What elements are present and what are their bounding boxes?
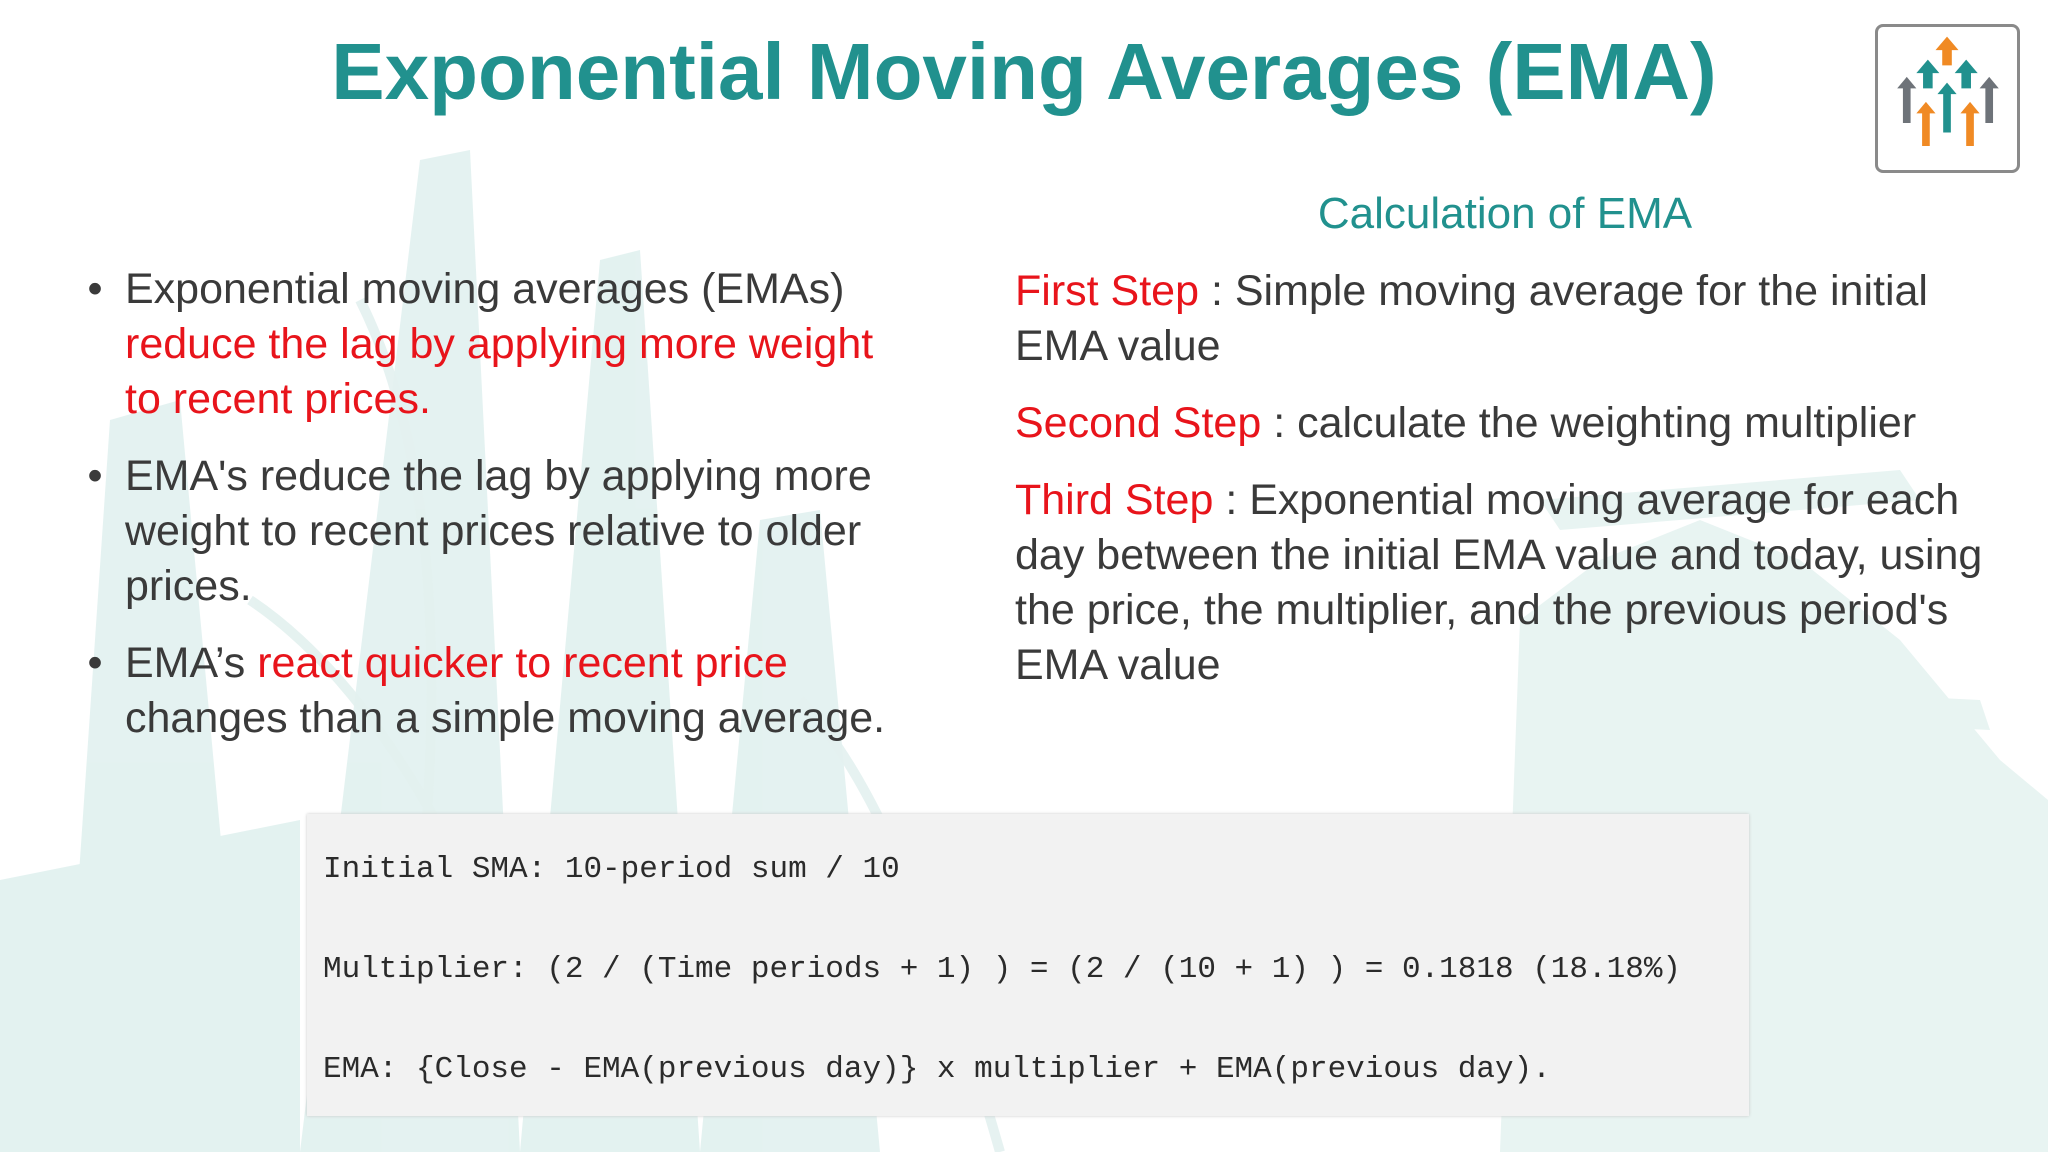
formula-code-block: Initial SMA: 10-period sum / 10 Multipli… [307, 814, 1749, 1116]
step-text: : Simple moving average for the initial … [1015, 267, 1928, 370]
step-label: Second Step [1015, 399, 1262, 447]
bullet-text: EMA’s [125, 639, 258, 687]
formula-initial-sma: Initial SMA: 10-period sum / 10 [323, 852, 900, 887]
bullet-text: changes than a simple moving average. [125, 694, 886, 742]
step-label: Third Step [1015, 476, 1214, 524]
step-text: : calculate the weighting multiplier [1261, 399, 1917, 447]
bullet-highlight: react quicker to recent price [257, 639, 788, 687]
formula-multiplier: Multiplier: (2 / (Time periods + 1) ) = … [323, 952, 1682, 987]
calculation-heading: Calculation of EMA [1317, 189, 1693, 238]
step-first: First Step : Simple moving average for t… [1015, 264, 1995, 374]
rising-arrows-icon [1897, 36, 1999, 146]
bullet-item: • EMA’s react quicker to recent price ch… [85, 636, 915, 746]
bullet-list: • Exponential moving averages (EMAs) red… [85, 262, 915, 768]
step-label: First Step [1015, 267, 1199, 315]
bullet-item: • Exponential moving averages (EMAs) red… [85, 262, 915, 427]
calculation-steps: First Step : Simple moving average for t… [1015, 264, 1995, 715]
step-text: : Exponential moving average for each da… [1015, 476, 1983, 689]
bullet-marker: • [87, 452, 103, 500]
bullet-item: • EMA's reduce the lag by applying more … [85, 449, 915, 614]
bullet-marker: • [87, 639, 103, 687]
slide-title: Exponential Moving Averages (EMA) [331, 27, 1717, 116]
logo [1875, 24, 2020, 173]
bullet-highlight: reduce the lag by applying more weight t… [125, 320, 874, 423]
formula-ema: EMA: {Close - EMA(previous day)} x multi… [323, 1052, 1551, 1087]
step-second: Second Step : calculate the weighting mu… [1015, 396, 1995, 451]
step-third: Third Step : Exponential moving average … [1015, 473, 1995, 693]
bullet-text: Exponential moving averages (EMAs) [125, 265, 845, 313]
bullet-marker: • [87, 265, 103, 313]
bullet-text: EMA's reduce the lag by applying more we… [125, 452, 872, 610]
